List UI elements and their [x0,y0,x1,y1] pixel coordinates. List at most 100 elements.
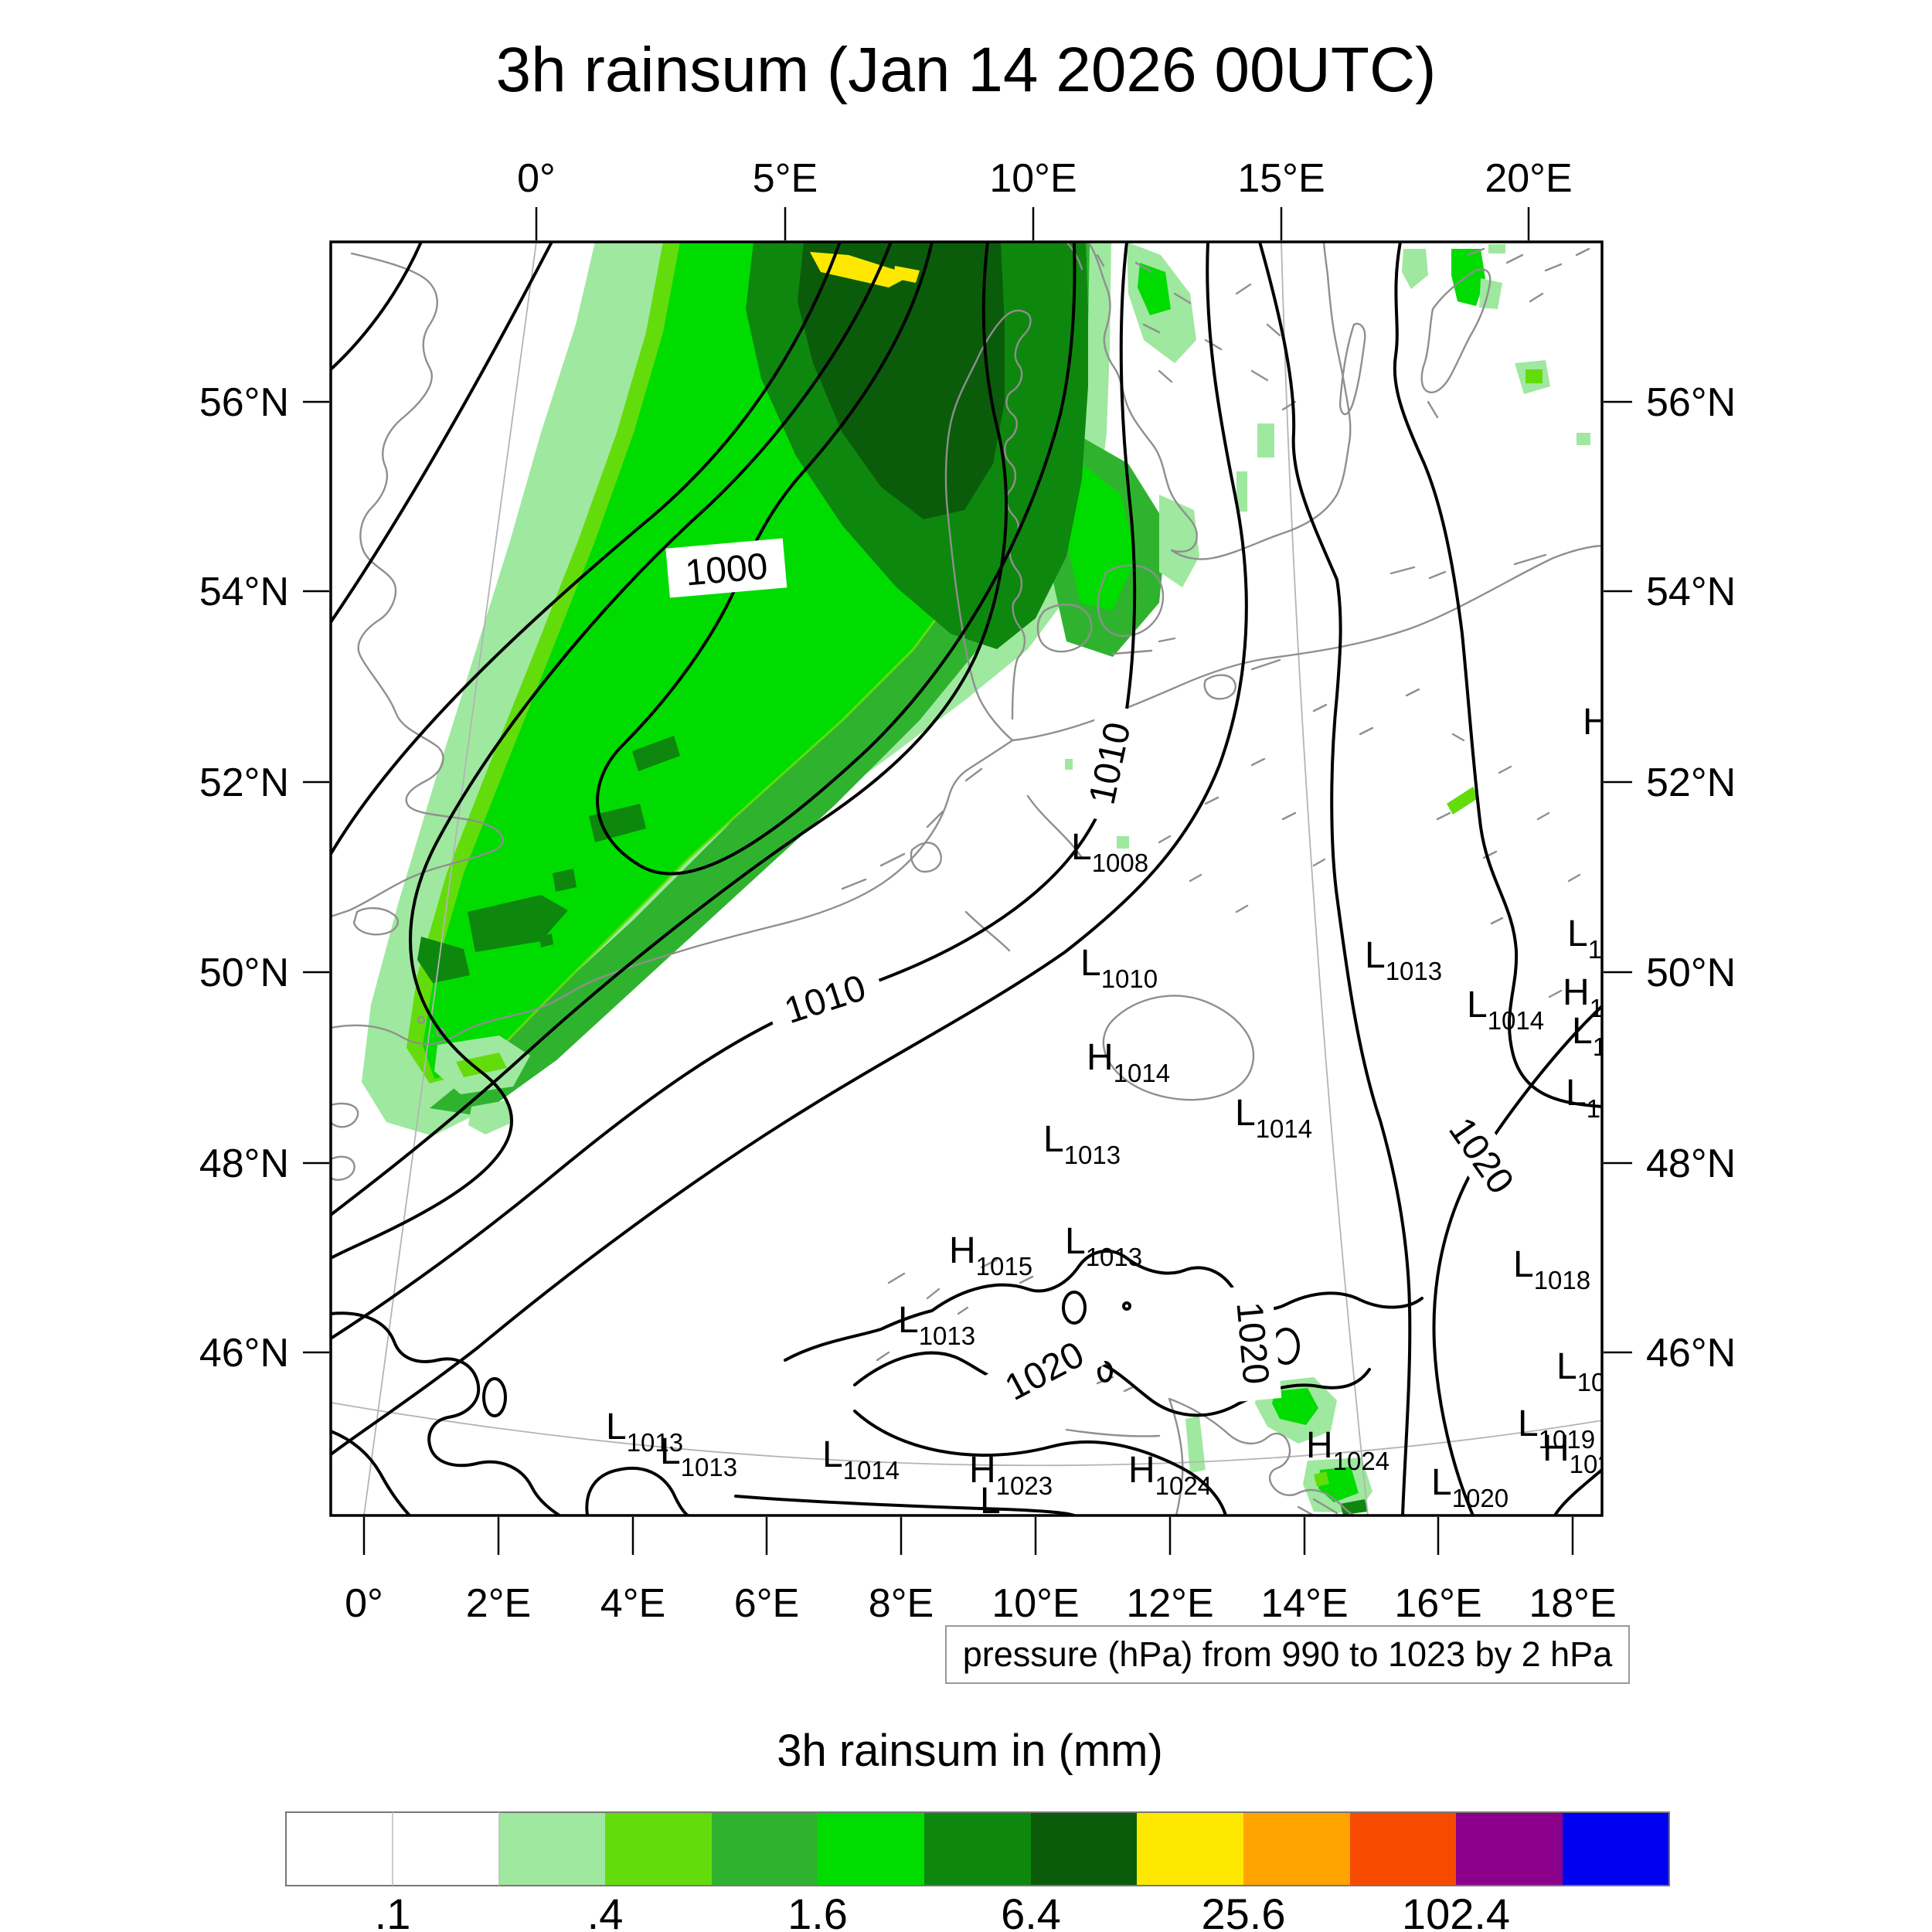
tick-label: 52°N [1646,760,1736,805]
pressure-centre: L1013 [606,1406,683,1457]
pressure-centre: L10 [1567,913,1616,964]
contour-value-labels: 1000 1010 1010 1020 1020 1020 [665,538,1534,1418]
border-bohemia [1102,995,1255,1101]
pressure-centre: L1 [1572,1011,1607,1061]
pressure-centre: L1014 [1467,985,1544,1035]
coast-baltic-south [1011,544,1602,742]
pressure-caption-box: pressure (hPa) from 990 to 1023 by 2 hPa [945,1625,1630,1684]
tick-label: 46°N [1646,1331,1736,1376]
pressure-centre: H1024 [1128,1450,1212,1500]
tick-label: 48°N [199,1141,289,1186]
pressure-centre: H1024 [1306,1425,1389,1475]
tick-label: 6°E [734,1581,799,1626]
colorbar-cell [605,1812,712,1886]
tick-label: 8°E [869,1581,934,1626]
colorbar-cell [286,1812,393,1886]
coast-britain [331,252,504,918]
pressure-centre: L1008 [1071,827,1148,877]
rain-fill-layer [362,242,1590,1515]
tick-label: 18°E [1529,1581,1616,1626]
tick-label: 14°E [1260,1581,1348,1626]
tick-label: 54°N [1646,570,1736,614]
pressure-caption: pressure (hPa) from 990 to 1023 by 2 hPa [963,1634,1613,1674]
pressure-centre: L1014 [1235,1093,1312,1143]
left-axis [303,400,329,1354]
lakes-poland [1158,688,1581,998]
graticule [331,242,1602,1515]
right-axis [1604,400,1632,1354]
tick-label: 5°E [753,156,818,201]
contour-1000 [596,242,1077,876]
tick-label: 54°N [199,570,289,614]
colorbar-cell [499,1812,605,1886]
pressure-centre: L1013 [898,1300,975,1350]
right-axis-labels: 56°N 54°N 52°N 50°N 48°N 46°N [1646,380,1736,1376]
bottom-axis-labels: 0° 2°E 4°E 6°E 8°E 10°E 12°E 14°E 16°E 1… [345,1581,1617,1626]
pressure-centre: L1010 [1080,943,1158,993]
coast-fyn [1036,604,1093,653]
coast-sweden [1087,242,1352,560]
pressure-centre: L1013 [1365,935,1442,985]
pressure-centre: L101 [1556,1346,1620,1396]
tick-label: 48°N [1646,1141,1736,1186]
page-title: 3h rainsum (Jan 14 2026 00UTC) [496,35,1437,105]
contour-1020-alps-a [784,1250,1423,1362]
colorbar-cell [712,1812,818,1886]
pressure-centre-labels: L1008 L1010 H1014 L1013 L1014 L1013 L101… [606,702,1626,1522]
contour-1010 [331,242,1137,1340]
coast-france-benelux [331,739,1014,1046]
pressure-centre: H10 [1563,972,1617,1022]
colorbar-cell [1137,1812,1243,1886]
map-area: 1000 1010 1010 1020 1020 1020 [331,242,1626,1522]
pressure-centre: H [1583,702,1610,743]
tick-label: 4°E [600,1581,665,1626]
pressure-centre: H1023 [969,1450,1053,1500]
coast-jutland [944,309,1032,742]
pressure-centre: H1021 [1543,1428,1626,1478]
colorbar-tick: 25.6 [1202,1889,1286,1932]
left-axis-labels: 56°N 54°N 52°N 50°N 48°N 46°N [199,380,289,1376]
colorbar-cell [924,1812,1031,1886]
top-axis-labels: 0° 5°E 10°E 15°E 20°E [517,156,1573,201]
contour-label-1010: 1010 [1081,719,1138,808]
tick-label: 0° [517,156,556,201]
colorbar [285,1811,1670,1886]
colorbar-tick: 1.6 [787,1889,848,1932]
coast-adriatic [1168,1397,1355,1515]
tick-label: 46°N [199,1331,289,1376]
tick-label: 10°E [989,156,1077,201]
contour-label-1000: 1000 [684,546,770,594]
tick-label: 12°E [1126,1581,1213,1626]
pressure-centre: L1018 [1513,1244,1590,1294]
colorbar-cell [1563,1812,1669,1886]
pressure-centre: L1019 [1518,1403,1595,1454]
colorbar-tick: .4 [587,1889,624,1932]
coast-oland [1338,322,1366,416]
colorbar-cell [1456,1812,1563,1886]
rivers-germany [964,794,1083,952]
pressure-centre: H1014 [1087,1037,1170,1087]
tick-label: 0° [345,1581,383,1626]
tick-label: 16°E [1394,1581,1481,1626]
pressure-contours [331,242,1602,1515]
tick-label: 2°E [466,1581,531,1626]
colorbar-cell [1243,1812,1350,1886]
colorbar-cell [393,1812,499,1886]
pressure-centre: L1013 [1043,1119,1121,1169]
tick-label: 15°E [1237,156,1325,201]
coastlines [331,242,1602,1515]
pressure-centre: L [980,1481,1001,1522]
bottom-axis [362,1517,1574,1555]
map-border [329,240,1604,1517]
colorbar-tick: 6.4 [1001,1889,1061,1932]
pressure-centre: H1015 [949,1230,1032,1281]
tick-label: 52°N [199,760,289,805]
colorbar-tick-labels: .1 .4 1.6 6.4 25.6 102.4 [375,1889,1510,1932]
coast-gotland [1420,268,1492,419]
tick-label: 56°N [199,380,289,425]
colorbar-cell [818,1812,924,1886]
tick-label: 10°E [992,1581,1079,1626]
coast-isle-of-wight [352,906,400,936]
